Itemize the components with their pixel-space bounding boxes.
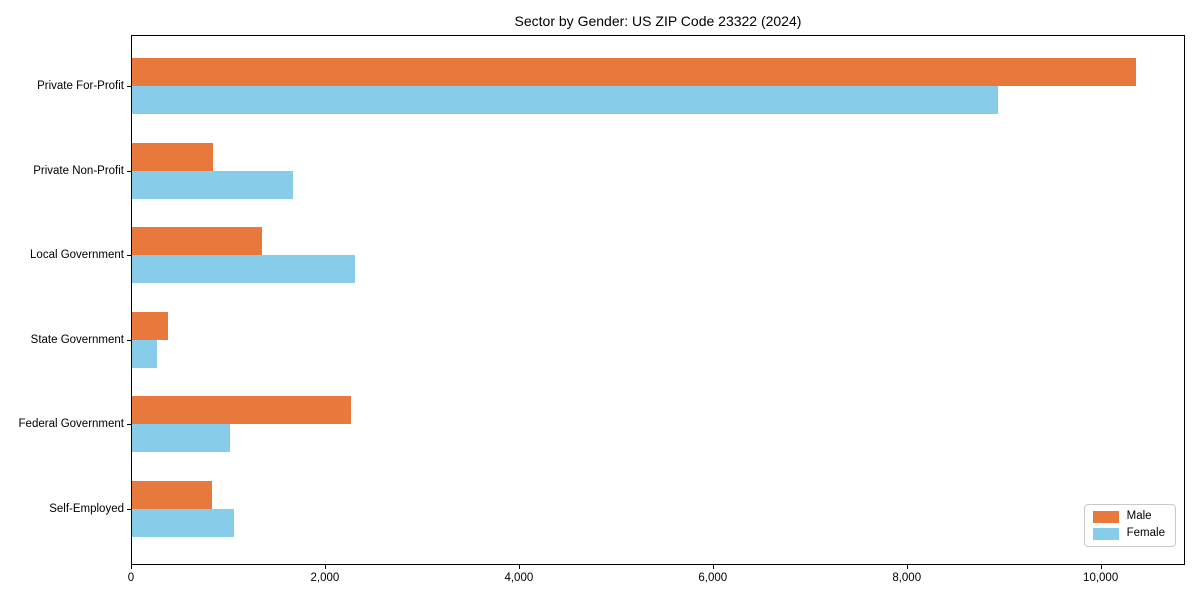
y-tick-label: Federal Government xyxy=(18,418,124,430)
legend-label: Female xyxy=(1126,527,1165,540)
legend-label: Male xyxy=(1126,510,1152,523)
y-tick-mark xyxy=(127,508,131,510)
x-tick-label: 0 xyxy=(127,572,135,584)
x-tick-label: 6,000 xyxy=(698,572,728,584)
y-tick-mark xyxy=(127,170,131,172)
x-tick-mark xyxy=(712,565,714,569)
bar-male-federal-government xyxy=(132,396,352,424)
plot-area: Male Female xyxy=(131,35,1185,565)
y-tick-label: Private Non-Profit xyxy=(33,164,124,177)
bar-female-state-government xyxy=(132,339,158,368)
x-tick-mark xyxy=(131,565,132,569)
y-tick-mark xyxy=(127,255,131,256)
x-tick-label: 10,000 xyxy=(1083,572,1119,584)
x-tick-mark xyxy=(1100,565,1102,569)
bar-male-self-employed xyxy=(132,480,212,509)
x-tick-label: 4,000 xyxy=(504,572,534,584)
legend-entry-female: Female xyxy=(1092,527,1165,540)
y-tick-mark xyxy=(127,339,131,341)
bar-male-private-non-profit xyxy=(132,142,214,171)
y-tick-label: Self-Employed xyxy=(49,502,124,515)
bar-female-local-government xyxy=(132,255,355,283)
legend: Male Female xyxy=(1083,504,1176,547)
x-tick-mark xyxy=(518,565,520,569)
legend-entry-male: Male xyxy=(1092,510,1165,523)
y-tick-label: State Government xyxy=(30,333,124,346)
x-tick-mark xyxy=(906,565,908,569)
y-tick-label: Private For-Profit xyxy=(37,80,124,92)
y-tick-mark xyxy=(127,424,131,425)
y-tick-label: Local Government xyxy=(30,249,124,261)
x-tick-mark xyxy=(324,565,326,569)
bar-male-private-for-profit xyxy=(132,58,1136,86)
bar-male-local-government xyxy=(132,227,262,255)
legend-swatch-male xyxy=(1092,511,1119,523)
bar-female-private-for-profit xyxy=(132,86,998,114)
bar-female-private-non-profit xyxy=(132,170,293,199)
x-tick-label: 8,000 xyxy=(892,572,922,584)
x-tick-label: 2,000 xyxy=(310,572,340,584)
bar-female-federal-government xyxy=(132,424,230,452)
bar-male-state-government xyxy=(132,311,168,340)
bar-female-self-employed xyxy=(132,508,234,537)
chart-title: Sector by Gender: US ZIP Code 23322 (202… xyxy=(514,13,802,29)
y-tick-mark xyxy=(127,86,131,87)
legend-swatch-female xyxy=(1092,528,1119,540)
